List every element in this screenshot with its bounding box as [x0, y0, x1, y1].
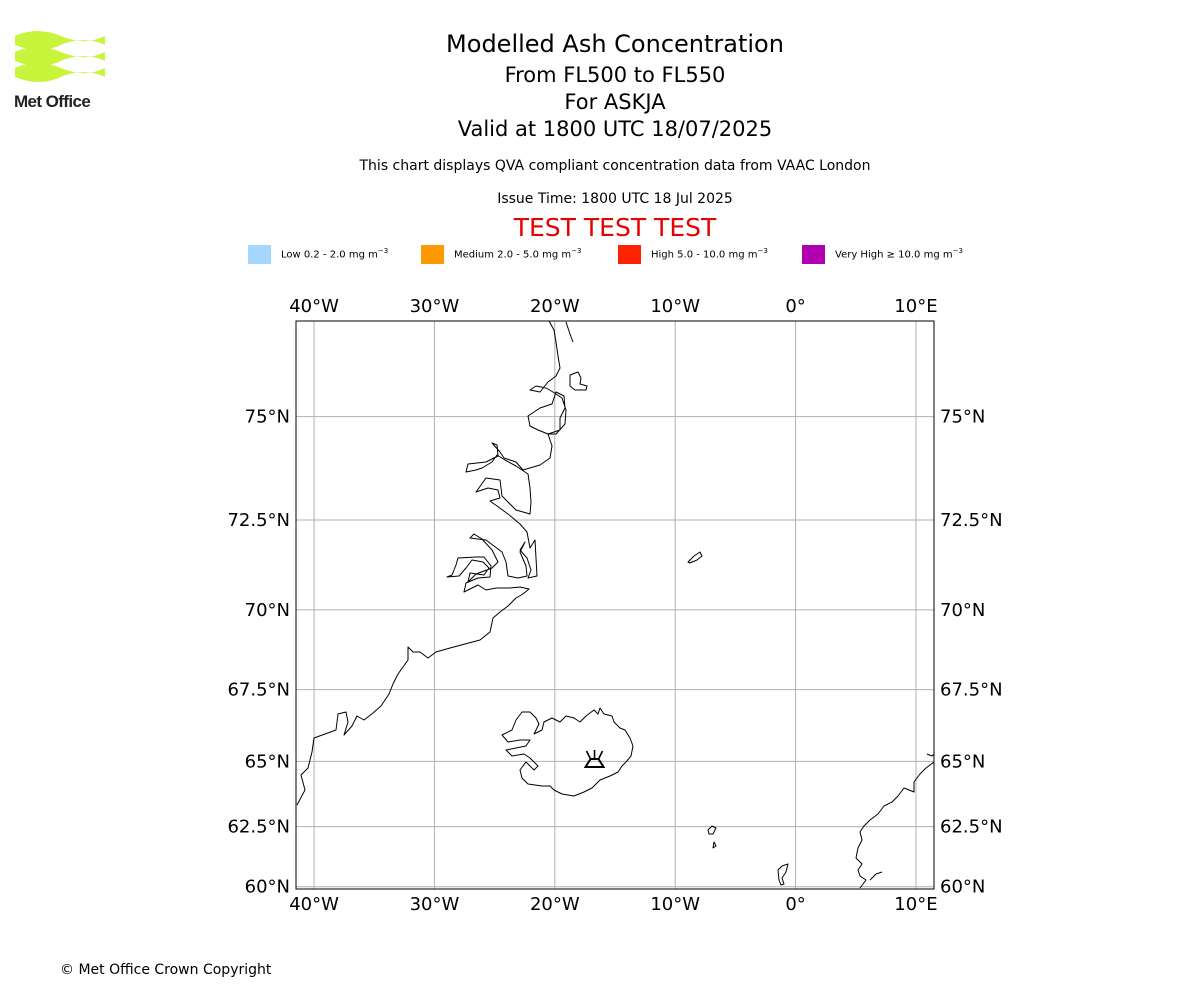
lon-tick-label-bottom: 0° — [785, 894, 805, 915]
issue-time: Issue Time: 1800 UTC 18 Jul 2025 — [497, 191, 733, 207]
lon-tick-label-bottom: 10°W — [650, 894, 700, 915]
lon-tick-label-top: 10°E — [894, 296, 937, 317]
legend-label-very-high: Very High ≥ 10.0 mg m−3 — [835, 247, 963, 261]
legend-label-medium: Medium 2.0 - 5.0 mg m−3 — [454, 247, 582, 261]
chart-description: This chart displays QVA compliant concen… — [359, 158, 871, 174]
lon-tick-label-bottom: 10°E — [894, 894, 937, 915]
coastlines — [296, 320, 935, 889]
met-office-wordmark: Met Office — [14, 92, 91, 111]
lon-tick-label-top: 40°W — [289, 296, 339, 317]
coastline-iceland — [501, 707, 634, 797]
lat-tick-label-left: 70°N — [245, 600, 290, 621]
coastline-jan-mayen — [687, 551, 703, 564]
lon-tick-label-top: 20°W — [530, 296, 580, 317]
lon-tick-label-top: 0° — [785, 296, 805, 317]
met-office-logo: Met Office — [14, 30, 108, 112]
map-frame — [295, 320, 935, 890]
test-notice: TEST TEST TEST — [513, 213, 717, 242]
lon-tick-label-bottom: 20°W — [530, 894, 580, 915]
lat-tick-label-left: 72.5°N — [227, 510, 290, 531]
lon-tick-label-bottom: 40°W — [289, 894, 339, 915]
lat-tick-label-right: 67.5°N — [940, 680, 1003, 701]
lon-tick-label-top: 30°W — [410, 296, 460, 317]
chart-title: Modelled Ash Concentration — [446, 30, 784, 58]
legend-swatch-very-high — [802, 244, 825, 264]
legend-label-low: Low 0.2 - 2.0 mg m−3 — [281, 247, 389, 261]
met-office-wave-icon — [15, 31, 105, 82]
legend-item-very-high: Very High ≥ 10.0 mg m−3 — [802, 244, 963, 264]
lat-tick-label-left: 67.5°N — [227, 680, 290, 701]
lat-tick-label-right: 72.5°N — [940, 510, 1003, 531]
lat-tick-label-left: 60°N — [245, 877, 290, 898]
lat-tick-label-left: 65°N — [245, 751, 290, 772]
volcano-name: For ASKJA — [564, 90, 666, 114]
coastline-shetland-islands — [777, 863, 789, 886]
lat-tick-label-right: 70°N — [940, 600, 985, 621]
volcano-icon — [583, 749, 606, 768]
lat-tick-label-right: 65°N — [940, 751, 985, 772]
lat-tick-label-right: 75°N — [940, 407, 985, 428]
legend-item-high: High 5.0 - 10.0 mg m−3 — [618, 244, 768, 264]
coastline-greenland-islet — [569, 371, 588, 391]
lon-tick-label-top: 10°W — [650, 296, 700, 317]
coastline-greenland-inlet — [565, 321, 574, 343]
lat-tick-label-left: 62.5°N — [227, 817, 290, 838]
legend-label-high: High 5.0 - 10.0 mg m−3 — [651, 247, 768, 261]
lat-tick-label-left: 75°N — [245, 407, 290, 428]
lon-tick-label-bottom: 30°W — [410, 894, 460, 915]
flight-level-range: From FL500 to FL550 — [504, 63, 726, 87]
coastline-faroe-islands — [707, 825, 717, 849]
legend-item-low: Low 0.2 - 2.0 mg m−3 — [248, 244, 388, 264]
coastline-norway — [855, 753, 935, 889]
copyright-notice: © Met Office Crown Copyright — [60, 962, 272, 978]
valid-time: Valid at 1800 UTC 18/07/2025 — [457, 117, 773, 141]
lat-tick-label-right: 60°N — [940, 877, 985, 898]
map-gridlines — [296, 321, 934, 889]
lat-tick-label-right: 62.5°N — [940, 817, 1003, 838]
legend-item-medium: Medium 2.0 - 5.0 mg m−3 — [421, 244, 581, 264]
coastline-greenland — [296, 320, 567, 806]
legend-swatch-low — [248, 244, 271, 264]
legend-swatch-medium — [421, 244, 444, 264]
legend-swatch-high — [618, 244, 641, 264]
